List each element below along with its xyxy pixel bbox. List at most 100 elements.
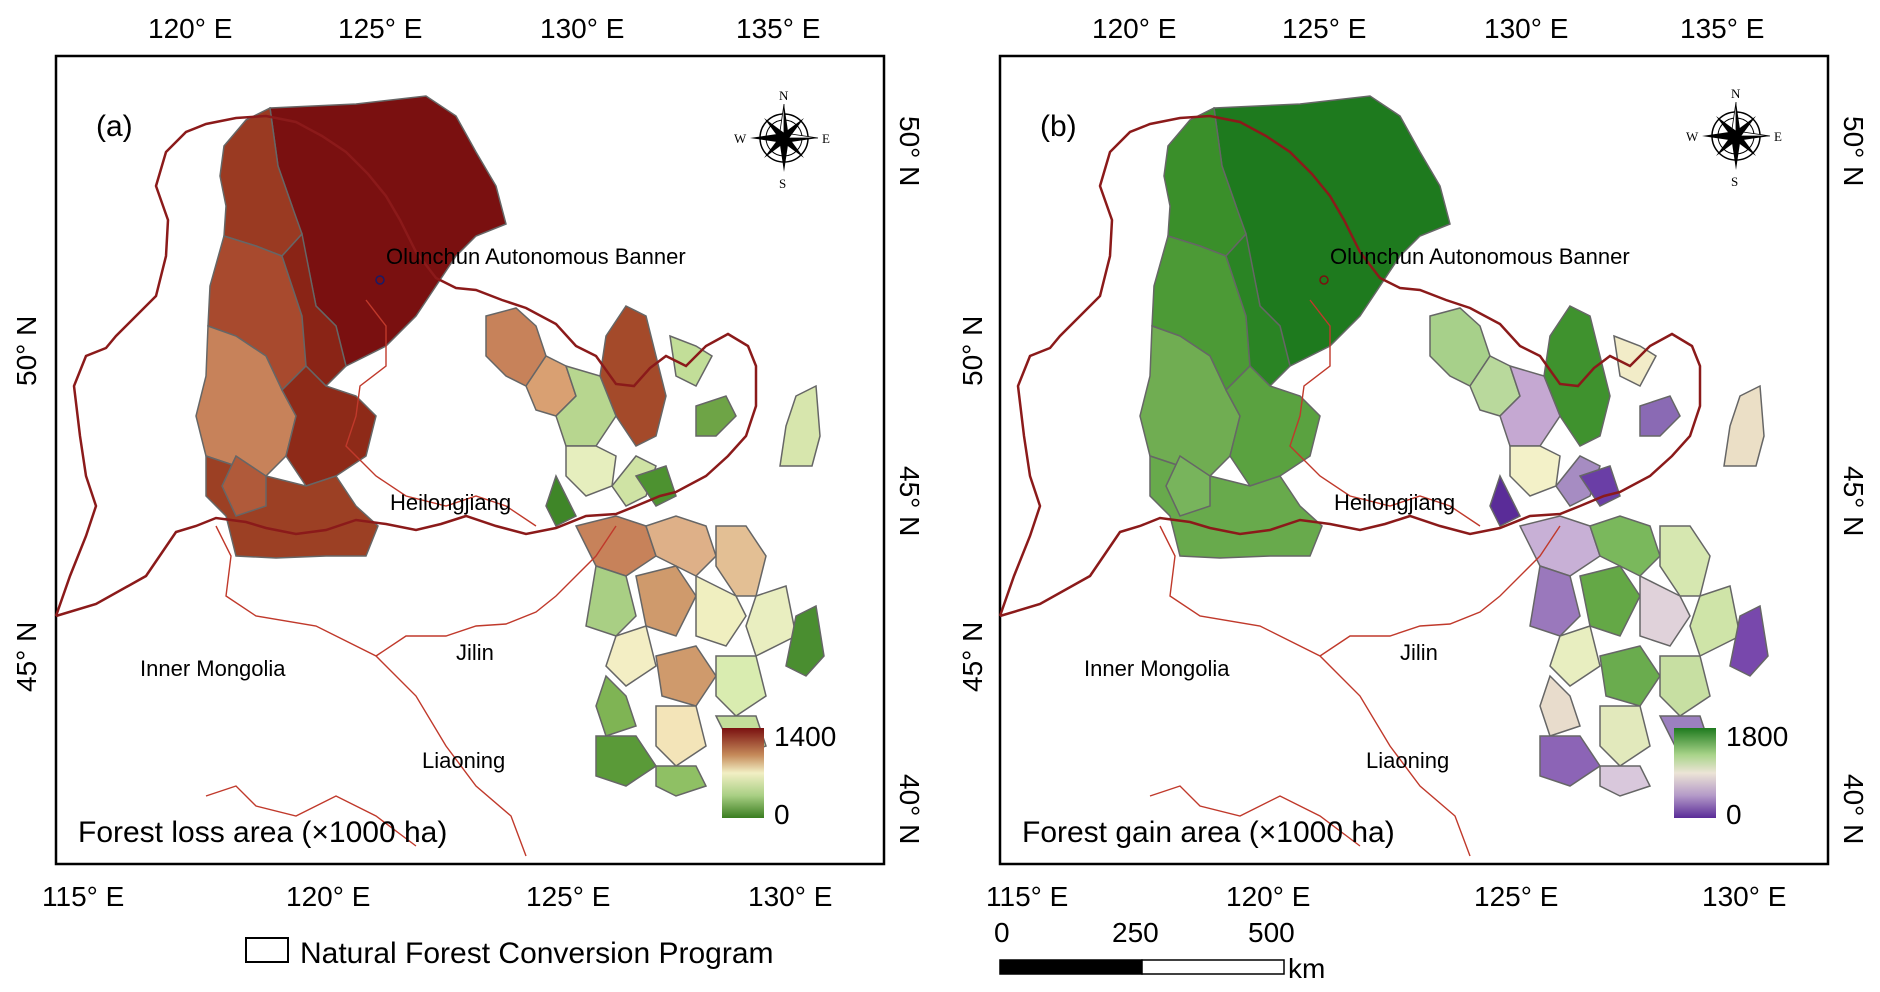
panel-letter-a: (a) — [96, 110, 133, 143]
program-legend: Natural Forest Conversion Program — [245, 937, 774, 970]
gain-colorbar — [1674, 728, 1716, 818]
region-jl-8 — [785, 604, 825, 677]
tick-left-b-0: 50° N — [957, 316, 988, 386]
forest-gain-regions — [1139, 95, 1769, 797]
label-liaoning: Liaoning — [1366, 748, 1449, 773]
region-jl-9 — [605, 625, 657, 687]
legend-max-a: 1400 — [774, 721, 836, 752]
panel-b: Olunchun Autonomous Banner Heilongjiang … — [998, 54, 1830, 866]
svg-text:E: E — [822, 131, 830, 146]
region-jl-12 — [595, 674, 637, 737]
region-jl-14 — [1539, 735, 1602, 787]
region-hlj-11 — [1578, 465, 1621, 507]
region-jl-13 — [655, 705, 707, 767]
region-jl-13 — [1599, 705, 1651, 767]
tick-top-b-1: 125° E — [1282, 13, 1366, 44]
region-jl-5 — [635, 565, 697, 637]
region-jl-6 — [695, 574, 747, 647]
region-hlj-7 — [1489, 474, 1522, 528]
region-jl-10 — [655, 645, 717, 707]
label-inner-mongolia: Inner Mongolia — [140, 656, 286, 681]
scale-label-250: 250 — [1112, 917, 1159, 948]
tick-bottom-b-2: 125° E — [1474, 881, 1558, 912]
tick-right-b-1: 45° N — [1838, 466, 1869, 536]
tick-left-a-0: 50° N — [11, 316, 42, 386]
region-jl-4 — [1529, 565, 1581, 637]
tick-top-a-2: 130° E — [540, 13, 624, 44]
tick-bottom-b-1: 120° E — [1226, 881, 1310, 912]
region-west-2 — [195, 324, 297, 477]
region-south-1 — [281, 364, 377, 487]
region-jl-5 — [1579, 565, 1641, 637]
region-south-1 — [1225, 364, 1321, 487]
region-hlj-10 — [1723, 384, 1765, 467]
tick-left-a-1: 45° N — [11, 622, 42, 692]
label-heilongjiang: Heilongjiang — [390, 490, 511, 515]
region-south-3 — [1165, 454, 1211, 517]
label-liaoning: Liaoning — [422, 748, 505, 773]
region-jl-8 — [1729, 604, 1769, 677]
program-legend-label: Natural Forest Conversion Program — [300, 937, 774, 970]
region-jl-6 — [1639, 574, 1691, 647]
north-arrow-icon: N S E W — [1686, 86, 1782, 189]
scale-bar-white — [1141, 959, 1285, 975]
region-hlj-9 — [695, 395, 737, 437]
tick-bottom-a-0: 115° E — [42, 881, 124, 912]
banner-marker — [375, 275, 385, 285]
region-jl-9 — [1549, 625, 1601, 687]
region-hlj-11 — [634, 465, 677, 507]
svg-text:S: S — [779, 176, 786, 191]
tick-top-a-1: 125° E — [338, 13, 422, 44]
banner-marker — [1319, 275, 1329, 285]
label-heilongjiang: Heilongjiang — [1334, 490, 1455, 515]
scale-label-500: 500 — [1248, 917, 1295, 948]
tick-bottom-a-3: 130° E — [748, 881, 832, 912]
tick-bottom-a-1: 120° E — [286, 881, 370, 912]
tick-left-b-1: 45° N — [957, 622, 988, 692]
region-jl-4 — [585, 565, 637, 637]
tick-bottom-b-0: 115° E — [986, 881, 1068, 912]
region-south-3 — [221, 454, 267, 517]
caption-b: Forest gain area (×1000 ha) — [1022, 816, 1395, 849]
tick-right-b-0: 50° N — [1838, 116, 1869, 186]
loss-colorbar — [722, 728, 764, 818]
region-jl-10 — [1599, 645, 1661, 707]
region-jl-15 — [655, 765, 708, 797]
region-hlj-3 — [599, 305, 667, 447]
panel-a-ticks: 120° E 125° E 130° E 135° E 115° E 120° … — [11, 13, 925, 912]
region-jl-15 — [1599, 765, 1652, 797]
tick-bottom-a-2: 125° E — [526, 881, 610, 912]
region-jl-7 — [1689, 585, 1741, 658]
svg-text:E: E — [1774, 129, 1782, 144]
legend-min-b: 0 — [1726, 799, 1742, 830]
label-jilin: Jilin — [1400, 640, 1438, 665]
region-west-2 — [1139, 324, 1241, 477]
svg-text:S: S — [1731, 174, 1738, 189]
scale-unit: km — [1288, 953, 1325, 984]
region-jl-7 — [745, 585, 797, 658]
tick-top-a-3: 135° E — [736, 13, 820, 44]
panel-b-ticks: 120° E 125° E 130° E 135° E 115° E 120° … — [957, 13, 1869, 912]
panel-a: Olunchun Autonomous Banner Heilongjiang … — [54, 54, 886, 866]
forest-loss-regions — [195, 95, 825, 797]
legend-min-a: 0 — [774, 799, 790, 830]
tick-top-a-0: 120° E — [148, 13, 232, 44]
tick-top-b-2: 130° E — [1484, 13, 1568, 44]
region-jl-12 — [1539, 674, 1581, 737]
label-banner: Olunchun Autonomous Banner — [1330, 244, 1630, 269]
tick-bottom-b-3: 130° E — [1702, 881, 1786, 912]
region-hlj-3 — [1543, 305, 1611, 447]
scale-label-0: 0 — [994, 917, 1010, 948]
label-inner-mongolia: Inner Mongolia — [1084, 656, 1230, 681]
tick-top-b-0: 120° E — [1092, 13, 1176, 44]
svg-text:W: W — [1686, 129, 1699, 144]
region-jl-14 — [595, 735, 658, 787]
north-arrow-icon: N S E W — [734, 88, 830, 191]
region-jl-11 — [1659, 655, 1711, 717]
tick-right-a-2: 40° N — [894, 774, 925, 844]
scale-bar: 0 250 500 km — [994, 917, 1325, 984]
tick-top-b-3: 135° E — [1680, 13, 1764, 44]
caption-a: Forest loss area (×1000 ha) — [78, 816, 447, 849]
region-hlj-9 — [1639, 395, 1681, 437]
